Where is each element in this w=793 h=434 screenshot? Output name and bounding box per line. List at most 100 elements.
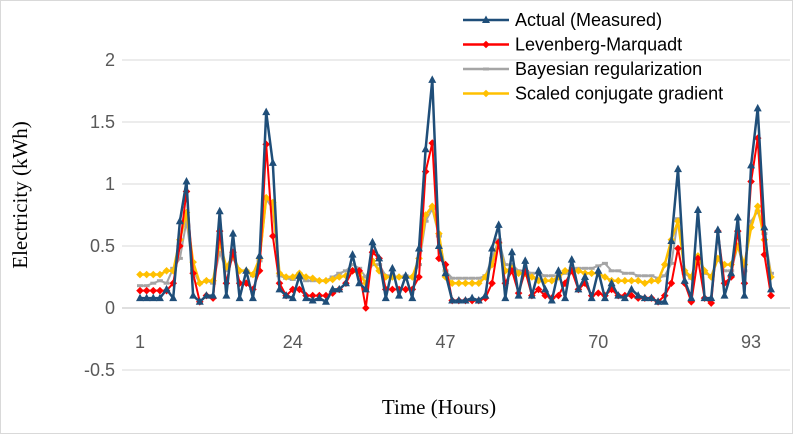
data-point: [521, 256, 530, 264]
data-point: [228, 229, 237, 237]
data-point: [176, 256, 183, 260]
x-tick-label: 1: [135, 332, 145, 352]
data-point: [601, 261, 608, 265]
legend-marker: [483, 67, 489, 71]
data-point: [142, 293, 151, 302]
data-point: [720, 260, 729, 269]
data-point: [189, 291, 198, 299]
data-point: [288, 273, 297, 281]
data-point: [322, 291, 330, 300]
data-point: [620, 293, 629, 302]
x-tick-label: 24: [283, 332, 303, 352]
data-point: [428, 202, 437, 211]
data-point: [582, 266, 589, 270]
data-point: [541, 284, 550, 293]
data-point: [282, 291, 291, 299]
data-point: [627, 291, 636, 300]
data-point: [581, 272, 590, 280]
data-point: [554, 266, 563, 274]
legend-entry: Levenberg-Marquadt: [463, 35, 682, 55]
data-point: [469, 276, 476, 280]
data-point: [169, 267, 178, 275]
data-point: [587, 293, 596, 302]
data-point: [321, 297, 330, 305]
data-point: [494, 220, 503, 228]
data-point: [594, 266, 603, 274]
data-point: [687, 293, 696, 302]
data-point: [474, 279, 483, 287]
y-tick-label: -0.5: [84, 360, 115, 380]
data-point: [368, 237, 377, 246]
data-point: [747, 160, 756, 169]
data-point: [182, 208, 191, 217]
data-point: [215, 206, 224, 215]
data-point: [713, 225, 722, 233]
data-point: [561, 279, 569, 287]
data-point: [587, 269, 596, 278]
data-point: [255, 251, 264, 259]
data-point: [767, 291, 775, 300]
data-point: [461, 296, 470, 304]
legend-entry: Actual (Measured): [463, 10, 662, 30]
data-point: [720, 291, 729, 299]
data-point: [381, 293, 390, 302]
data-point: [414, 243, 423, 252]
data-point: [349, 263, 356, 267]
data-point: [136, 286, 144, 295]
data-point: [707, 293, 716, 302]
data-point: [348, 267, 357, 275]
data-point: [595, 264, 602, 268]
data-point: [767, 284, 775, 293]
data-point: [721, 269, 728, 273]
data-point: [534, 266, 543, 274]
data-point: [362, 304, 370, 312]
data-point: [150, 281, 157, 285]
data-point: [727, 268, 736, 277]
data-point: [628, 271, 635, 275]
data-point: [489, 256, 496, 260]
data-point: [614, 291, 623, 299]
data-point: [481, 291, 490, 299]
data-point: [468, 279, 476, 287]
data-point: [534, 285, 543, 294]
data-point: [607, 278, 616, 287]
data-point: [753, 103, 762, 112]
y-tick-label: 2: [105, 50, 115, 70]
legend-label: Levenberg-Marquadt: [515, 35, 682, 55]
data-point: [242, 279, 251, 287]
data-point: [607, 285, 616, 294]
data-point: [401, 271, 410, 279]
data-point: [461, 279, 470, 287]
data-point: [548, 274, 555, 278]
data-point: [195, 279, 204, 287]
data-point: [175, 216, 184, 225]
series-1: [136, 75, 775, 305]
data-point: [335, 273, 344, 281]
data-point: [541, 291, 549, 300]
data-point: [262, 107, 271, 116]
data-point: [600, 293, 609, 302]
data-point: [169, 279, 178, 287]
data-point: [494, 238, 503, 247]
data-point: [554, 291, 563, 300]
data-point: [647, 276, 656, 285]
data-point: [401, 285, 410, 294]
data-point: [674, 164, 683, 173]
data-point: [462, 276, 469, 280]
data-point: [641, 279, 649, 287]
legend-label: Bayesian regularization: [515, 59, 702, 79]
data-point: [614, 276, 623, 285]
data-point: [348, 250, 357, 258]
data-point: [454, 296, 463, 304]
data-point: [136, 293, 144, 302]
data-point: [647, 293, 656, 302]
data-point: [740, 291, 749, 299]
data-point: [554, 273, 563, 281]
data-point: [635, 274, 642, 278]
data-point: [209, 291, 218, 299]
legend-entry: Bayesian regularization: [463, 59, 702, 79]
data-point: [308, 291, 317, 300]
data-point: [202, 291, 211, 299]
data-point: [249, 285, 257, 294]
data-point: [588, 266, 595, 270]
